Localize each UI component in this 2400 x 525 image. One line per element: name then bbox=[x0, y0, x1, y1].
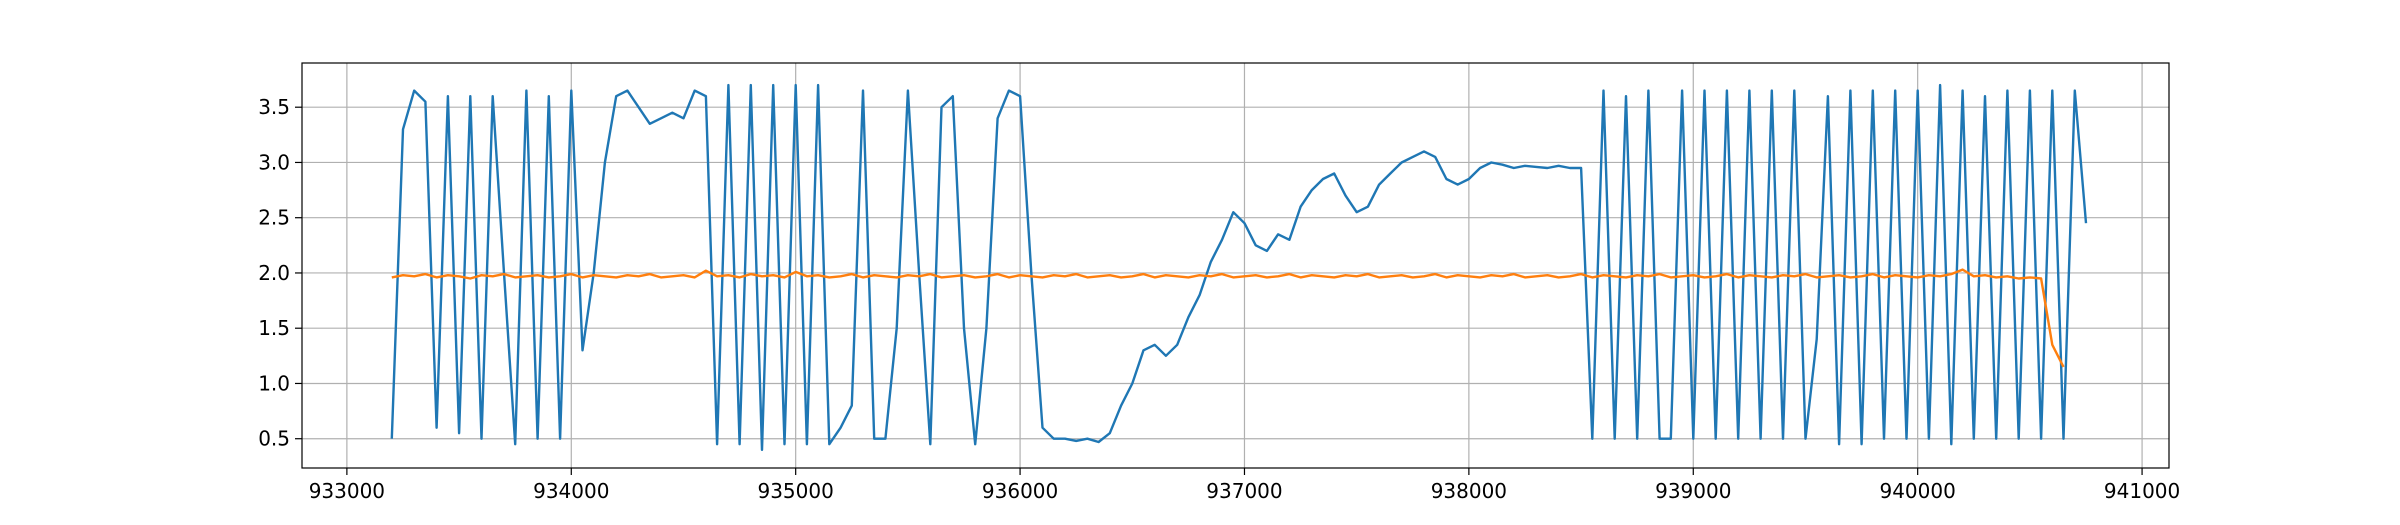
x-tick-label: 933000 bbox=[309, 479, 385, 503]
series-line bbox=[390, 83, 2088, 451]
y-tick-label: 2.5 bbox=[258, 206, 290, 230]
x-tick-label: 938000 bbox=[1431, 479, 1507, 503]
x-tick-label: 935000 bbox=[757, 479, 833, 503]
y-tick-label: 3.0 bbox=[258, 150, 290, 174]
y-tick-label: 1.5 bbox=[258, 316, 290, 340]
x-tick-label: 941000 bbox=[2104, 479, 2180, 503]
series-line bbox=[391, 268, 2065, 368]
x-tick-label: 939000 bbox=[1655, 479, 1731, 503]
y-tick-label: 3.5 bbox=[258, 95, 290, 119]
y-tick-label: 1.0 bbox=[258, 371, 290, 395]
y-tick-label: 2.0 bbox=[258, 261, 290, 285]
plot-frame bbox=[301, 62, 2170, 469]
y-tick-label: 0.5 bbox=[258, 427, 290, 451]
x-tick-label: 937000 bbox=[1206, 479, 1282, 503]
x-tick-label: 934000 bbox=[533, 479, 609, 503]
x-tick-label: 940000 bbox=[1879, 479, 1955, 503]
x-tick-label: 936000 bbox=[982, 479, 1058, 503]
